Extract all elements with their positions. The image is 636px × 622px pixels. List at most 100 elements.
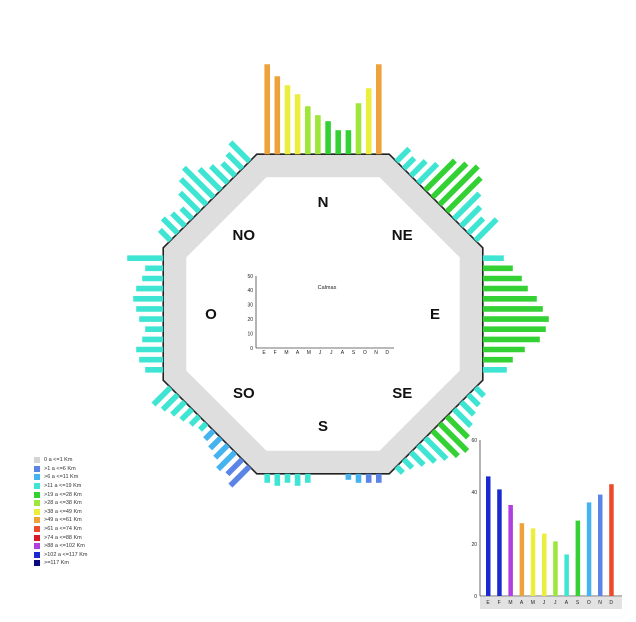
legend-item: >38 a <=49 Km: [34, 508, 144, 517]
inner-month-label: A: [296, 350, 300, 356]
month-bar-12: [609, 484, 614, 596]
legend-swatch: [34, 491, 40, 498]
bar-so-11: [160, 392, 180, 412]
bar-x-tick: N: [598, 600, 602, 606]
bar-no-9: [209, 164, 230, 185]
bar-ne-1: [394, 146, 412, 164]
bar-ne-5: [423, 158, 457, 193]
bar-no-11: [225, 151, 245, 171]
bar-y-tick: 40: [471, 490, 477, 496]
inner-month-label: O: [363, 350, 367, 356]
bar-x-tick: E: [486, 600, 490, 606]
bar-se-2: [466, 392, 481, 408]
legend-label: >19 a <=28 Km: [44, 491, 82, 498]
month-bar-1: [486, 476, 491, 596]
bar-no-8: [197, 167, 223, 193]
bar-x-tick: D: [609, 600, 613, 606]
month-bar-7: [553, 541, 558, 596]
legend-item: >11 a <=19 Km: [34, 482, 144, 491]
bar-se-8: [423, 435, 449, 461]
bar-so-3: [216, 450, 238, 472]
legend-label: >61 a <=74 Km: [44, 526, 82, 533]
octagon-inner: [186, 177, 460, 451]
legend-swatch: [34, 526, 40, 533]
bar-so-9: [179, 407, 194, 422]
bar-x-tick: M: [508, 600, 512, 606]
bar-x-tick: M: [531, 600, 535, 606]
legend-swatch: [34, 560, 40, 567]
bar-no-10: [220, 161, 238, 178]
legend-item: >49 a <=61 Km: [34, 516, 144, 525]
legend-swatch: [34, 534, 40, 541]
month-bar-4: [519, 523, 525, 596]
bar-so-4: [213, 443, 230, 460]
inner-y-tick: 50: [247, 274, 253, 280]
inner-month-label: E: [262, 350, 266, 356]
legend-item: >6 a <=11 Km: [34, 473, 144, 482]
legend-item: >1 a <=6 Km: [34, 465, 144, 474]
bar-so-8: [188, 414, 202, 427]
bar-ne-10: [459, 205, 483, 229]
direction-label-no: NO: [233, 227, 256, 244]
inner-month-label: F: [274, 350, 277, 356]
inner-month-label: D: [385, 350, 389, 356]
month-bar-8: [564, 554, 569, 596]
bar-no-4: [179, 206, 194, 221]
inner-month-label: N: [374, 350, 378, 356]
bar-ne-9: [452, 191, 482, 221]
bar-ne-11: [466, 216, 486, 236]
bar-x-tick: F: [498, 600, 501, 606]
bar-x-tick: A: [565, 600, 569, 606]
month-bar-3: [508, 505, 513, 596]
bar-x-tick: J: [554, 600, 557, 606]
month-bar-2: [497, 489, 502, 596]
direction-label-e: E: [430, 306, 440, 323]
direction-label-o: O: [205, 306, 217, 323]
bar-se-7: [430, 428, 460, 459]
bar-x-tick: A: [520, 600, 524, 606]
legend-swatch: [34, 500, 40, 507]
direction-label-se: SE: [392, 385, 412, 402]
legend-swatch: [34, 551, 40, 558]
inner-month-label: A: [341, 350, 345, 356]
inner-month-label: J: [330, 350, 333, 356]
inner-chart-title: Calmas: [318, 285, 337, 291]
legend-swatch: [34, 508, 40, 515]
legend-label: 0 a <=1 Km: [44, 457, 73, 464]
bar-no-1: [157, 227, 173, 243]
legend-item: >28 a <=38 Km: [34, 499, 144, 508]
bar-se-6: [437, 421, 470, 453]
bar-no-2: [160, 216, 180, 236]
inner-month-label: M: [307, 350, 311, 356]
legend-swatch: [34, 457, 40, 464]
month-bar-11: [598, 494, 603, 596]
bar-se-1: [473, 385, 486, 398]
bar-so-7: [198, 421, 209, 432]
bar-no-6: [178, 177, 209, 207]
legend-label: >49 a <=61 Km: [44, 517, 82, 524]
bar-ne-4: [416, 161, 440, 185]
legend-label: >28 a <=38 Km: [44, 500, 82, 507]
bar-so-12: [151, 385, 173, 407]
bar-y-tick: 60: [471, 438, 477, 444]
legend-item: >=117 Km: [34, 559, 144, 568]
month-bar-10: [586, 502, 592, 596]
inner-month-label: J: [319, 350, 322, 356]
legend-item: >102 a <=117 Km: [34, 551, 144, 560]
legend-label: >74 a <=88 Km: [44, 534, 82, 541]
legend-item: >74 a <=88 Km: [34, 533, 144, 542]
legend-item: >88 a <=102 Km: [34, 542, 144, 551]
legend-label: >38 a <=49 Km: [44, 508, 82, 515]
legend-item: >61 a <=74 Km: [34, 525, 144, 534]
bar-no-3: [170, 211, 187, 229]
bar-se-3: [459, 399, 476, 417]
bar-se-12: [394, 464, 405, 475]
legend-swatch: [34, 474, 40, 481]
bar-y-tick: 20: [471, 542, 477, 548]
bar-se-9: [416, 443, 437, 464]
bar-no-7: [181, 165, 216, 200]
bar-so-5: [208, 435, 223, 451]
legend-item: >19 a <=28 Km: [34, 490, 144, 499]
inner-y-tick: 20: [247, 317, 253, 323]
